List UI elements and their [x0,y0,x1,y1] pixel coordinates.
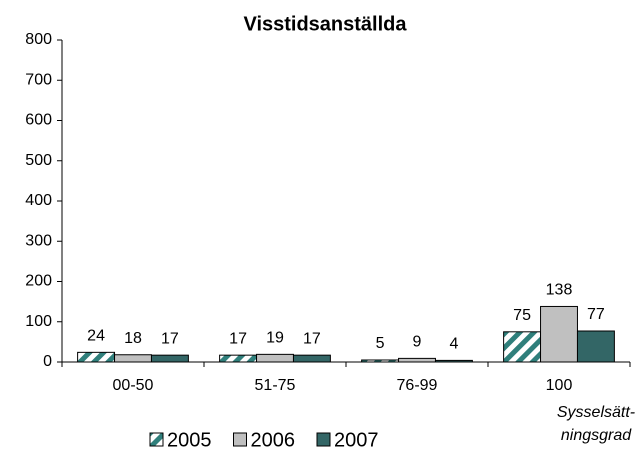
bar [77,351,116,363]
data-label: 17 [229,330,247,347]
y-tick-label: 200 [25,273,52,290]
data-label: 17 [161,330,179,347]
x-tick-label: 00-50 [113,377,154,394]
legend-label: 2006 [251,429,296,451]
legend-swatch [316,432,331,447]
legend-swatch [149,432,164,447]
legend-label: 2005 [167,429,212,451]
bar [434,359,473,363]
chart-title: Visstidsanställda [243,13,407,35]
y-tick-label: 0 [43,353,52,370]
y-tick-label: 500 [25,152,52,169]
bar [150,354,189,363]
bar [576,330,615,363]
data-label: 5 [376,335,385,352]
y-tick-label: 800 [25,31,52,48]
data-label: 4 [449,336,458,353]
data-label: 77 [587,306,605,323]
x-axis-label: Sysselsätt- [557,404,635,421]
bar [292,354,331,363]
bar [361,359,400,363]
bar [256,353,294,363]
data-label: 19 [266,330,284,347]
y-tick-label: 400 [25,192,52,209]
bar [114,354,152,363]
bar [540,305,578,363]
data-label: 24 [87,328,105,345]
bar [398,357,436,363]
bar [503,331,542,363]
x-tick-label: 100 [546,377,573,394]
x-axis-label: ningsgrad [561,427,632,444]
y-tick-label: 100 [25,313,52,330]
bar [219,354,258,363]
data-label: 18 [124,330,142,347]
x-tick-label: 51-75 [255,377,296,394]
y-tick-label: 700 [25,71,52,88]
data-label: 17 [303,330,321,347]
data-label: 75 [513,307,531,324]
legend-swatch [233,432,247,447]
legend-label: 2007 [334,429,379,451]
y-tick-label: 600 [25,112,52,129]
x-tick-label: 76-99 [397,377,438,394]
data-label: 138 [546,282,573,299]
data-label: 9 [413,334,422,351]
y-tick-label: 300 [25,232,52,249]
